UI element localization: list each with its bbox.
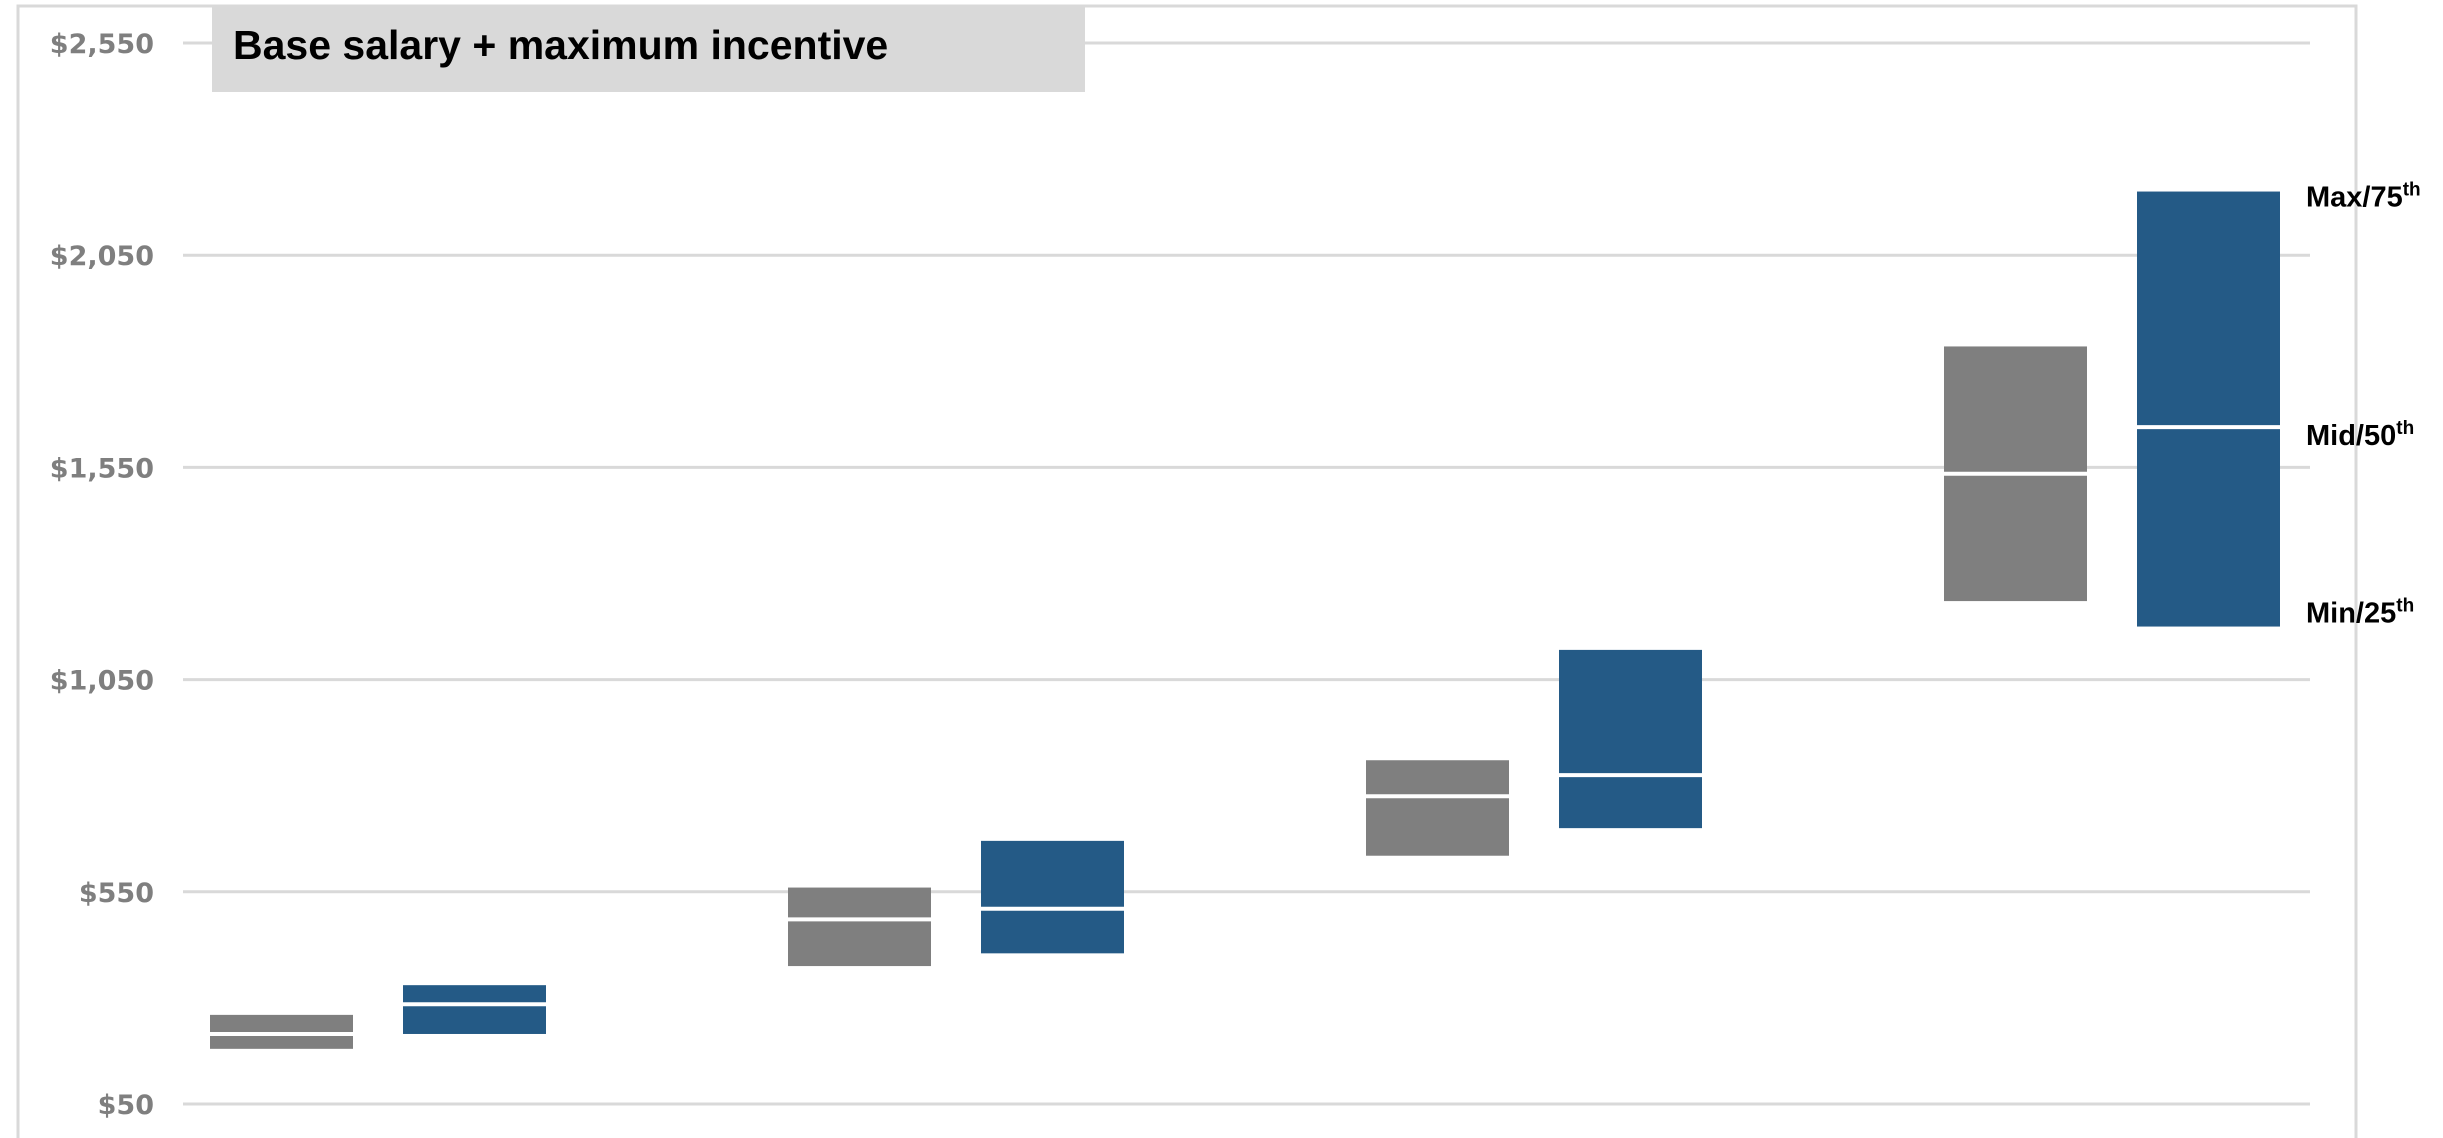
y-axis-ticks: $50 $550 $1,050 $1,550 $2,050 $2,550 xyxy=(50,29,154,1121)
range-bar-gray xyxy=(788,887,931,967)
bars xyxy=(210,191,2280,1049)
range-bar-gray xyxy=(1366,760,1509,856)
y-tick-label: $1,550 xyxy=(50,453,154,484)
range-bar-gray xyxy=(210,1014,353,1049)
y-tick-label: $2,050 xyxy=(50,241,154,272)
legend-label: Min/25th xyxy=(2306,596,2414,630)
range-bar-blue xyxy=(403,985,546,1034)
y-tick-label: $1,050 xyxy=(50,666,154,697)
range-bar-blue xyxy=(1559,649,1702,829)
y-tick-label: $2,550 xyxy=(50,29,154,60)
range-bar-blue xyxy=(981,840,1124,954)
legend-label: Max/75th xyxy=(2306,180,2421,214)
chart-title: Base salary + maximum incentive xyxy=(233,22,888,68)
legend-label: Mid/50th xyxy=(2306,418,2414,452)
legend: Max/75th Mid/50th Min/25th xyxy=(2306,180,2421,630)
title-background xyxy=(212,7,1085,92)
title-box: Base salary + maximum incentive xyxy=(212,7,1085,92)
range-bar-blue xyxy=(2137,191,2280,627)
y-tick-label: $550 xyxy=(79,878,154,909)
y-tick-label: $50 xyxy=(98,1090,154,1121)
gridlines xyxy=(183,41,2310,1106)
